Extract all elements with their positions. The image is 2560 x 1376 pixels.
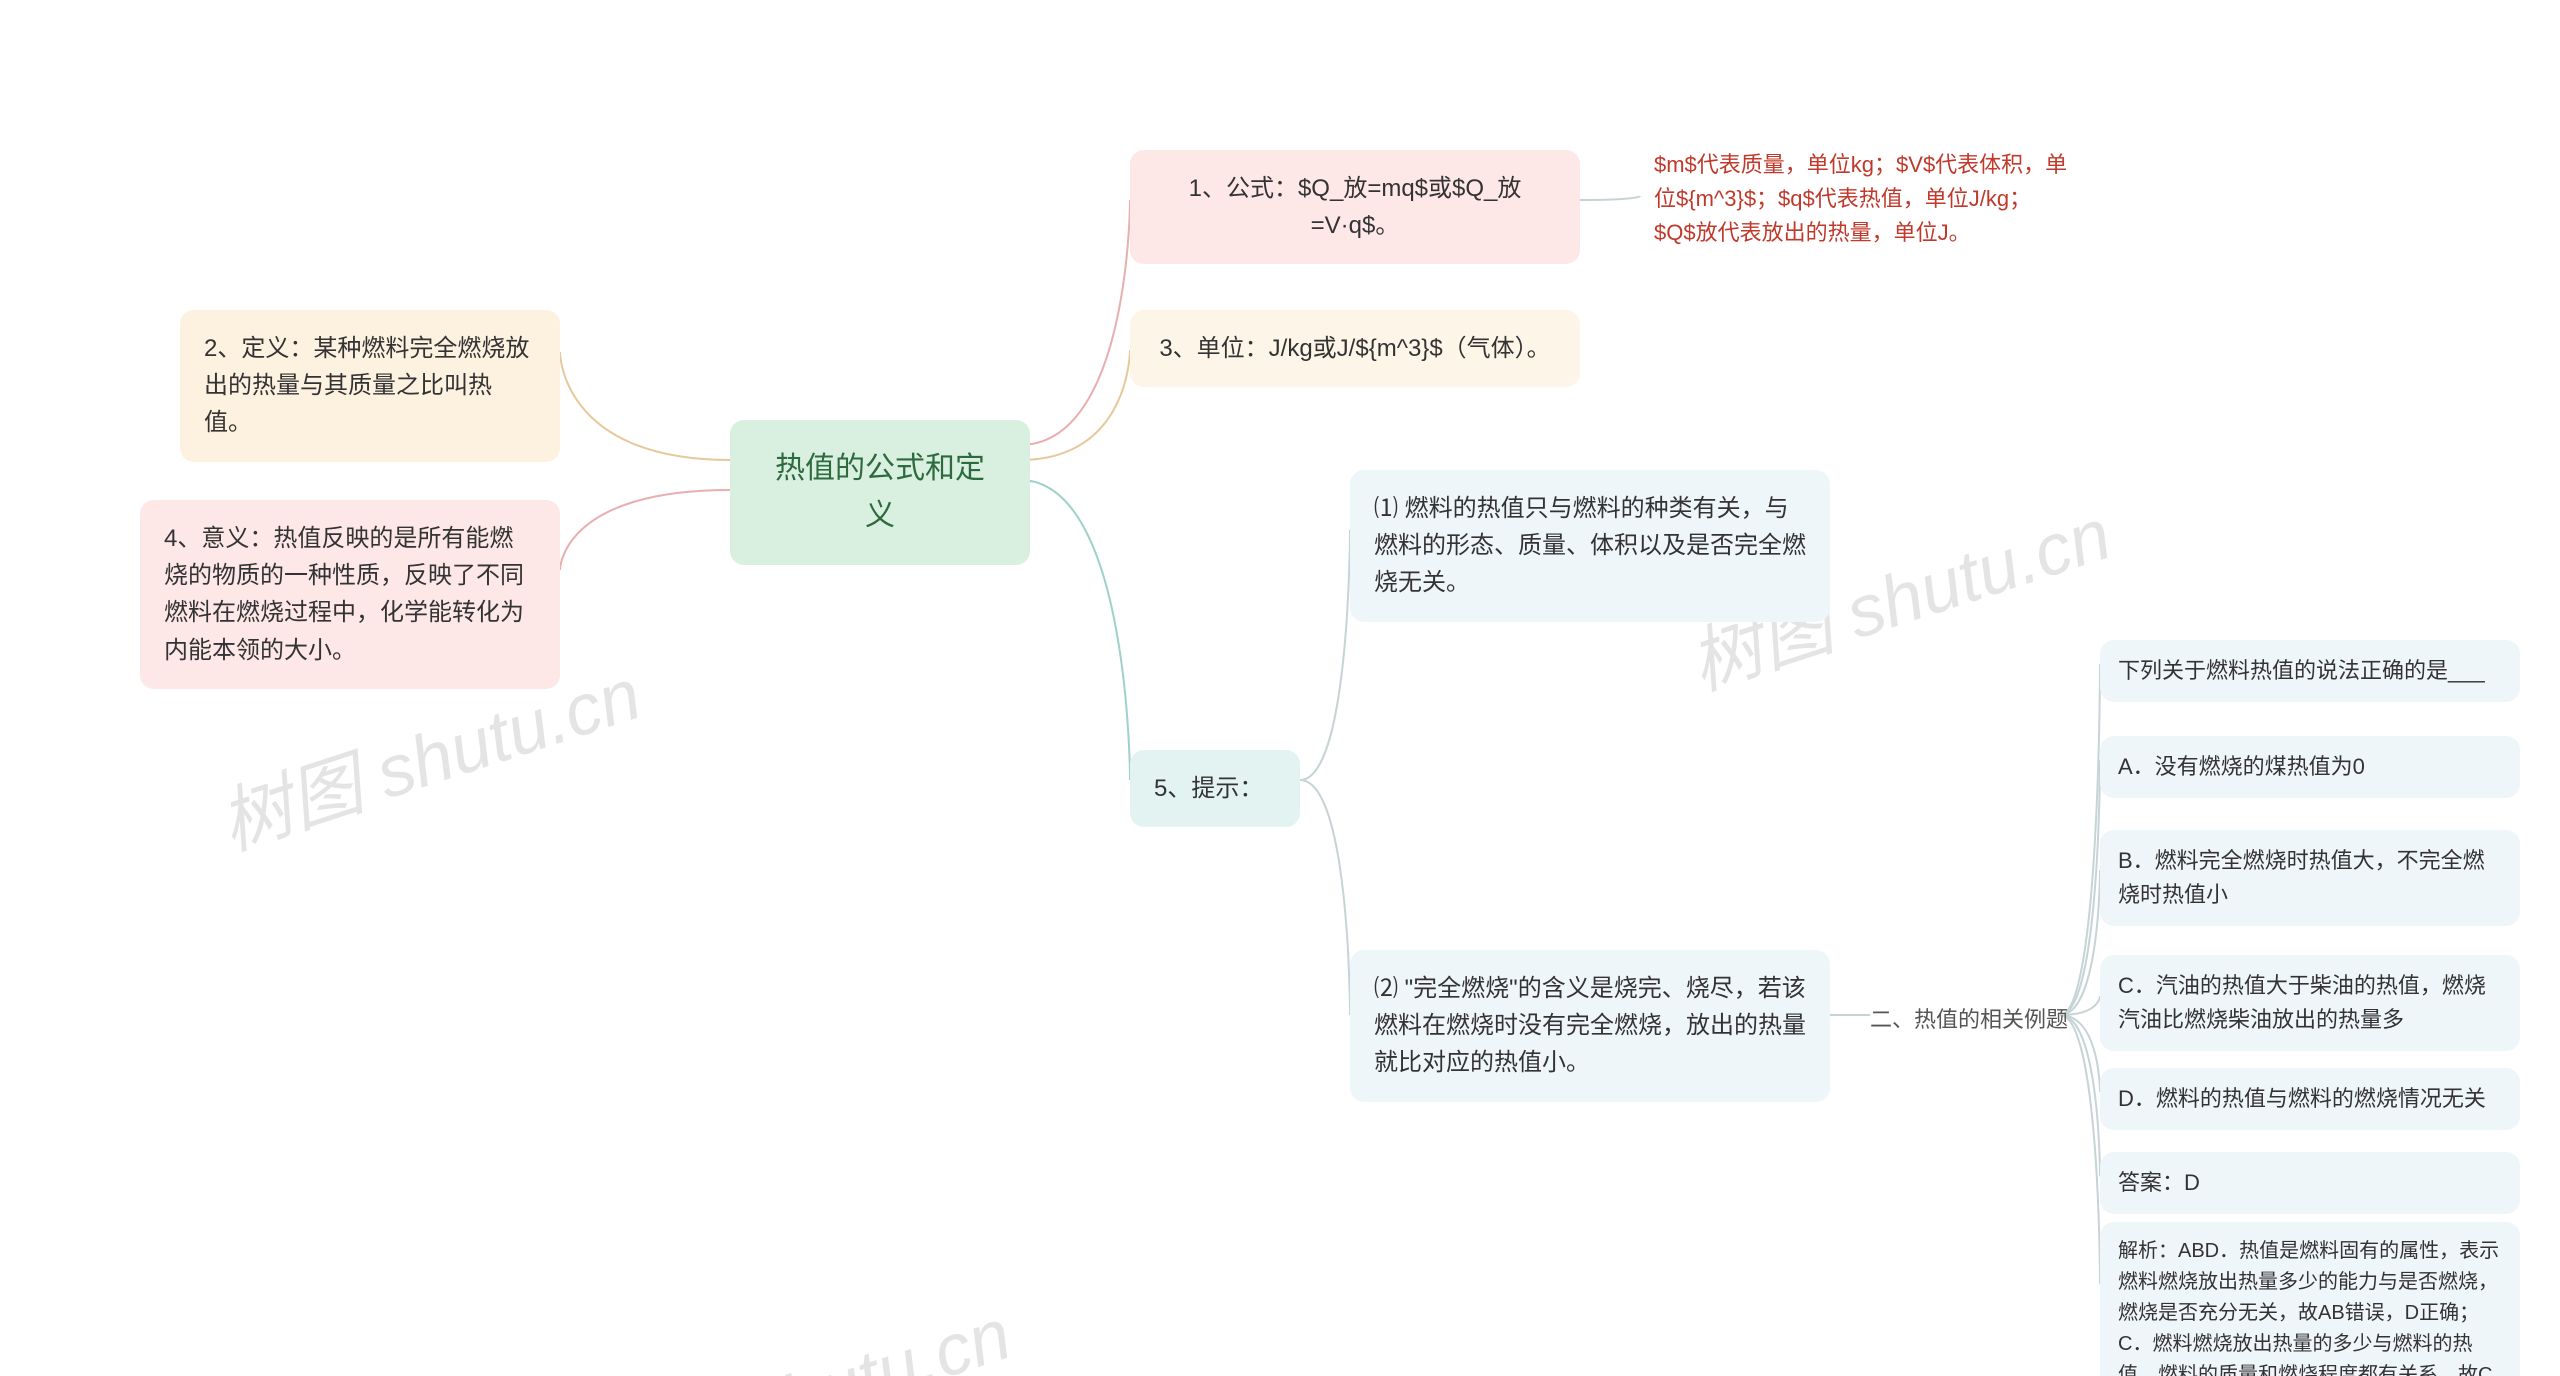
examples-label: 二、热值的相关例题 <box>1870 1002 2068 1034</box>
node-definition[interactable]: 2、定义：某种燃料完全燃烧放出的热量与其质量之比叫热值。 <box>180 310 560 462</box>
node-hint[interactable]: 5、提示： <box>1130 750 1300 827</box>
node-formula[interactable]: 1、公式：$Q_放=mq$或$Q_放=V·q$。 <box>1130 150 1580 264</box>
node-question[interactable]: 下列关于燃料热值的说法正确的是___ <box>2100 640 2520 702</box>
node-analysis[interactable]: 解析：ABD．热值是燃料固有的属性，表示燃料燃烧放出热量多少的能力与是否燃烧，燃… <box>2100 1222 2520 1376</box>
node-meaning[interactable]: 4、意义：热值反映的是所有能燃烧的物质的一种性质，反映了不同燃料在燃烧过程中，化… <box>140 500 560 689</box>
node-option-b[interactable]: B．燃料完全燃烧时热值大，不完全燃烧时热值小 <box>2100 830 2520 926</box>
root-node[interactable]: 热值的公式和定义 <box>730 420 1030 565</box>
node-tip2[interactable]: ⑵ "完全燃烧"的含义是烧完、烧尽，若该燃料在燃烧时没有完全燃烧，放出的热量就比… <box>1350 950 1830 1102</box>
node-unit[interactable]: 3、单位：J/kg或J/${m^3}$（气体）。 <box>1130 310 1580 387</box>
node-formula-note: $m$代表质量，单位kg；$V$代表体积，单位${m^3}$；$q$代表热值，单… <box>1648 140 2078 258</box>
node-option-a[interactable]: A．没有燃烧的煤热值为0 <box>2100 736 2520 798</box>
node-option-c[interactable]: C．汽油的热值大于柴油的热值，燃烧汽油比燃烧柴油放出的热量多 <box>2100 955 2520 1051</box>
node-option-d[interactable]: D．燃料的热值与燃料的燃烧情况无关 <box>2100 1068 2520 1130</box>
node-tip1[interactable]: ⑴ 燃料的热值只与燃料的种类有关，与燃料的形态、质量、体积以及是否完全燃烧无关。 <box>1350 470 1830 622</box>
watermark: 树图 shutu.cn <box>574 1275 1021 1376</box>
node-answer[interactable]: 答案：D <box>2100 1152 2520 1214</box>
